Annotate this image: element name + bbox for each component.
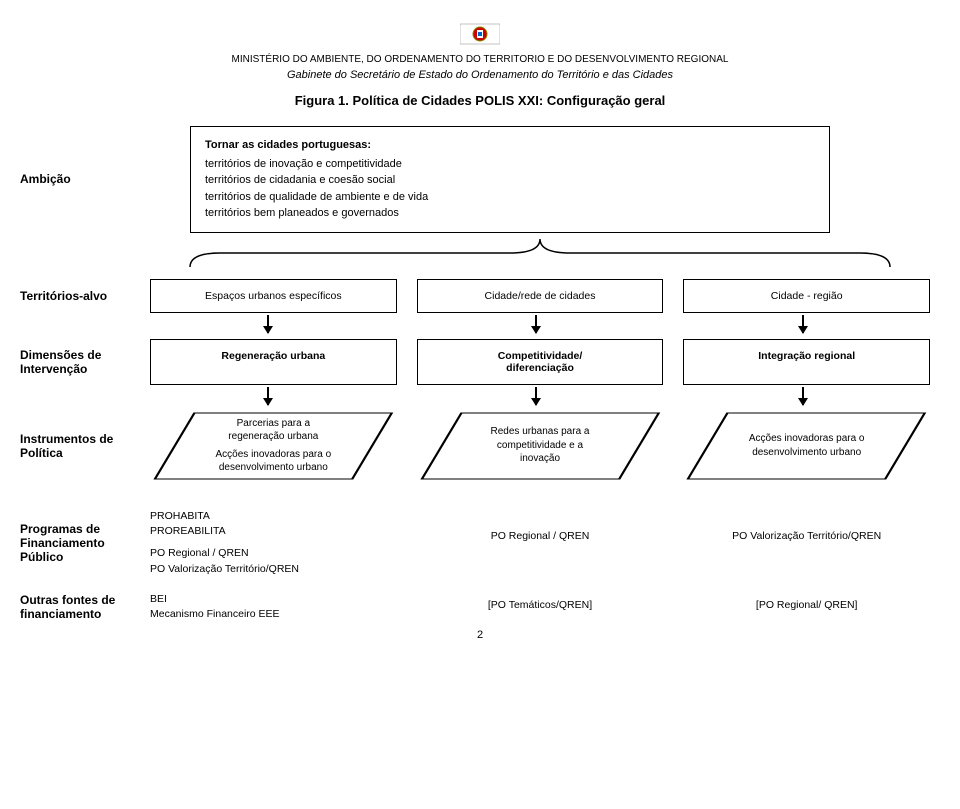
row-dimensoes: Dimensões de Intervenção Regeneração urb… [0,339,960,385]
dimension-text: Competitividade/ [498,350,583,362]
brace-connector [0,239,960,275]
dimension-box-3: Integração regional [683,339,930,385]
territory-box-3: Cidade - região [683,279,930,313]
fonte-col-1: BEI Mecanismo Financeiro EEE [150,592,397,624]
instr-text: Parcerias para a [179,417,368,431]
instr-text: inovação [445,452,634,466]
label-programas: Programas de Financiamento Público [20,522,150,564]
fonte-col-2: [PO Temáticos/QREN] [417,592,664,614]
instr-text: desenvolvimento urbano [712,446,901,460]
programa-col-1: PROHABITA PROREABILITA PO Regional / QRE… [150,509,397,578]
programa-col-2: PO Regional / QREN [417,509,664,545]
territory-box-1: Espaços urbanos específicos [150,279,397,313]
ambicao-line: territórios de inovação e competitividad… [205,156,815,173]
fonte-text: Mecanismo Financeiro EEE [150,607,397,623]
row-outras-fontes: Outras fontes de financiamento BEI Mecan… [0,592,960,624]
ambicao-line: territórios bem planeados e governados [205,205,815,222]
instr-text: Acções inovadoras para o [712,432,901,446]
label-territorios: Territórios-alvo [20,289,150,303]
dimension-box-2: Competitividade/ diferenciação [417,339,664,385]
label-outras-fontes: Outras fontes de financiamento [20,593,150,621]
fonte-text: [PO Temáticos/QREN] [488,599,592,611]
fonte-text: BEI [150,592,397,608]
fonte-col-3: [PO Regional/ QREN] [683,592,930,614]
instr-text: competitividade e a [445,439,634,453]
document-header: MINISTÉRIO DO AMBIENTE, DO ORDENAMENTO D… [0,0,960,108]
fonte-text: [PO Regional/ QREN] [756,599,858,611]
figure-title: Figura 1. Política de Cidades POLIS XXI:… [0,93,960,108]
instr-text: Acções inovadoras para o [179,448,368,462]
ambicao-title: Tornar as cidades portuguesas: [205,137,815,154]
dimension-box-1: Regeneração urbana [150,339,397,385]
label-ambicao: Ambição [20,172,150,186]
prog-text: PO Regional / QREN [491,530,590,542]
prog-text: PO Valorização Território/QREN [150,562,397,578]
prog-text: PO Regional / QREN [150,546,397,562]
instrument-para-2: Redes urbanas para a competitividade e a… [417,411,664,481]
prog-text: PO Valorização Território/QREN [732,530,881,542]
ambicao-box: Tornar as cidades portuguesas: territóri… [190,126,830,233]
dimension-text: diferenciação [506,362,574,374]
dimension-text: Regeneração urbana [221,350,325,362]
instr-text: desenvolvimento urbano [179,461,368,475]
arrows-1 [0,313,960,339]
coat-of-arms-icon [460,20,500,48]
cabinet-name: Gabinete do Secretário de Estado do Orde… [0,69,960,81]
ambicao-line: territórios de qualidade de ambiente e d… [205,189,815,206]
row-territorios: Territórios-alvo Espaços urbanos específ… [0,279,960,313]
instrument-para-3: Acções inovadoras para o desenvolvimento… [683,411,930,481]
page-number: 2 [0,629,960,641]
programa-col-3: PO Valorização Território/QREN [683,509,930,545]
territory-box-2: Cidade/rede de cidades [417,279,664,313]
ambicao-line: territórios de cidadania e coesão social [205,172,815,189]
label-instrumentos: Instrumentos de Política [20,432,150,460]
label-dimensoes: Dimensões de Intervenção [20,348,150,376]
dimension-text: Integração regional [758,350,855,362]
instr-text: Redes urbanas para a [445,425,634,439]
row-programas: Programas de Financiamento Público PROHA… [0,509,960,578]
ministry-name: MINISTÉRIO DO AMBIENTE, DO ORDENAMENTO D… [0,54,960,65]
row-instrumentos: Instrumentos de Política Parcerias para … [0,411,960,481]
prog-text: PROREABILITA [150,524,397,540]
arrows-2 [0,385,960,411]
prog-text: PROHABITA [150,509,397,525]
instrument-para-1: Parcerias para a regeneração urbana Acçõ… [150,411,397,481]
row-ambicao: Ambição Tornar as cidades portuguesas: t… [0,126,960,233]
instr-text: regeneração urbana [179,430,368,444]
